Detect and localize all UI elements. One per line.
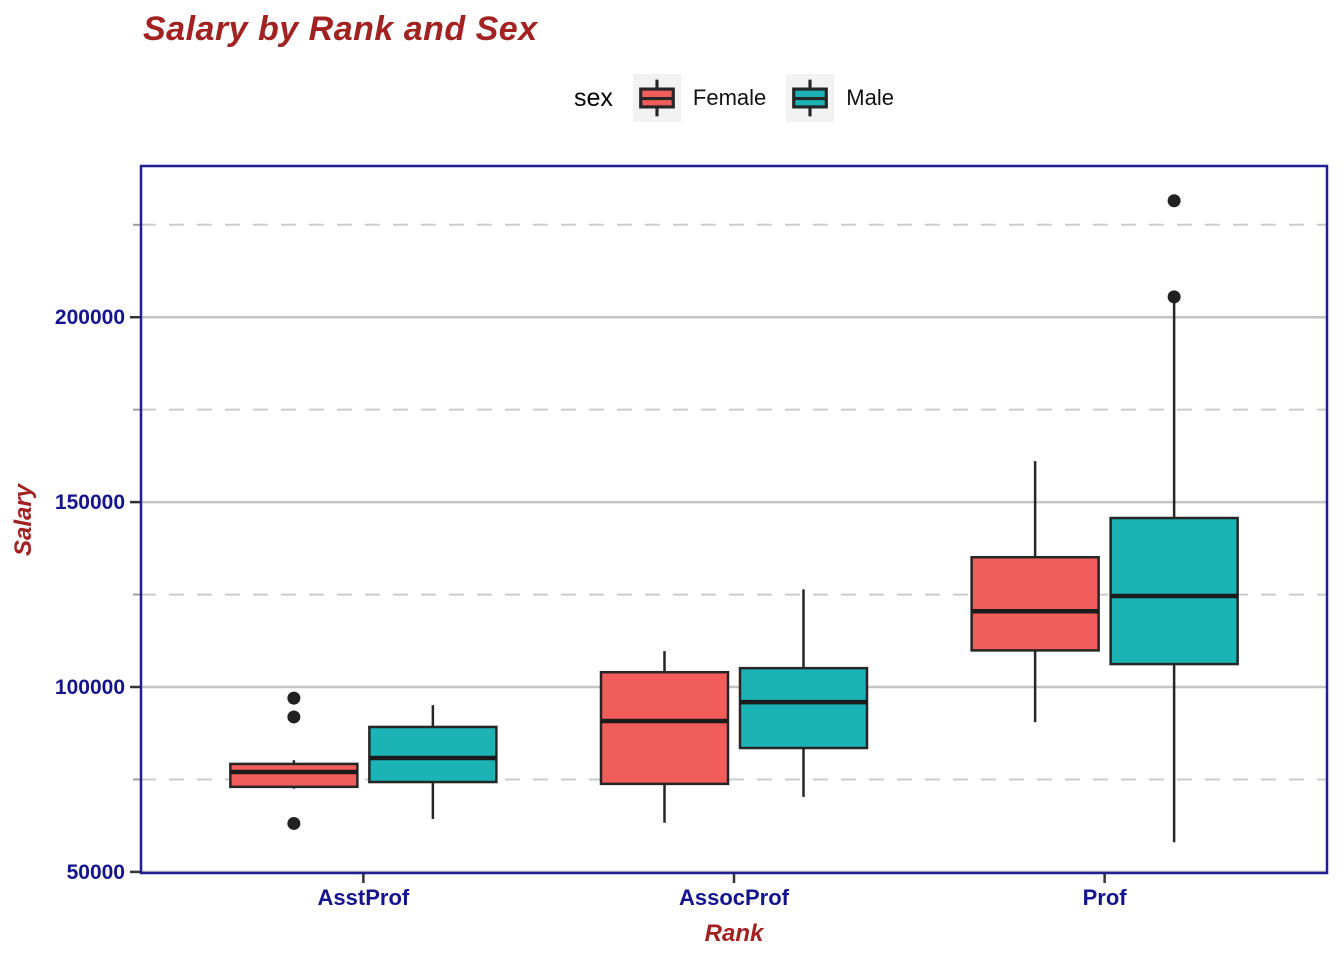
legend-item-label: Male — [846, 85, 894, 110]
legend-item-female: Female — [632, 74, 767, 122]
panel-border-rect — [139, 164, 1329, 875]
y-tick-label: 100000 — [55, 676, 125, 699]
boxplot-glyph-male-icon — [792, 79, 829, 117]
legend-item-label: Female — [692, 85, 767, 110]
box-male-assocprof — [738, 666, 869, 750]
outlier-dot-female-asstprof — [287, 710, 301, 724]
chart-title: Salary by Rank and Sex — [143, 10, 538, 48]
outlier-dot-female-asstprof — [287, 816, 301, 830]
legend-item-male: Male — [786, 74, 894, 122]
box-female-assocprof — [599, 670, 730, 786]
outlier-dot-male-prof — [1167, 194, 1181, 208]
legend-key-female — [632, 74, 681, 122]
box-female-asstprof — [229, 762, 359, 789]
outlier-dot-female-asstprof — [287, 691, 301, 705]
x-tick-label: AsstProf — [318, 885, 410, 910]
y-tick-label: 200000 — [55, 306, 125, 329]
panel-border — [139, 164, 1329, 875]
x-tick-label: AssocProf — [679, 885, 790, 910]
box-male-asstprof — [368, 725, 498, 784]
x-tick-label: Prof — [1083, 885, 1128, 910]
y-tick-label: 150000 — [55, 491, 125, 514]
x-axis-title: Rank — [705, 920, 765, 947]
box-female-prof — [970, 555, 1100, 652]
y-axis-title: Salary — [10, 482, 37, 556]
legend-key-male — [786, 74, 835, 122]
legend-title: sex — [574, 83, 613, 112]
axis-ticks: 50000 100000 150000 200000 AsstProf AssocProf… — [55, 223, 1128, 910]
boxplots — [229, 194, 1239, 843]
boxplot-glyph-female-icon — [639, 79, 675, 117]
legend: sex Female Male — [141, 72, 1327, 124]
outlier-dot-male-prof — [1167, 290, 1181, 304]
y-tick-label: 50000 — [67, 861, 125, 884]
box-male-prof — [1109, 516, 1239, 666]
